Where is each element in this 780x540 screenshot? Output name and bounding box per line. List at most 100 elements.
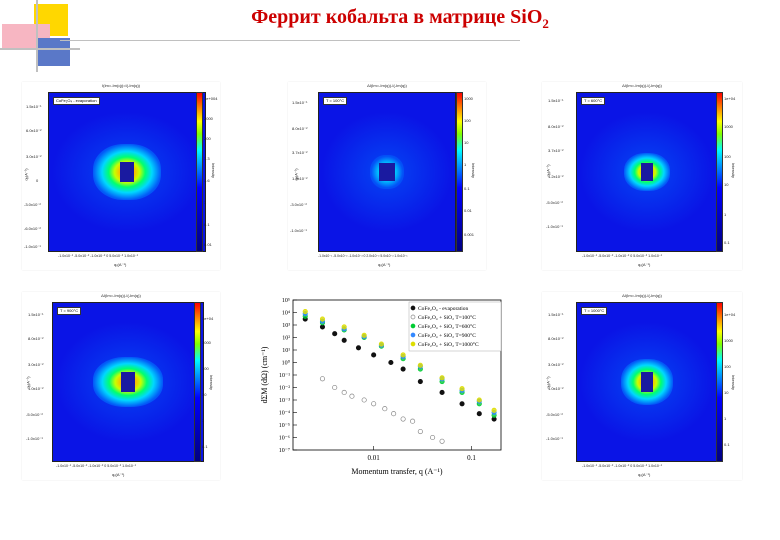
- data-point: [476, 397, 482, 403]
- colorbar-label: Intensity: [730, 375, 736, 390]
- ytick: 3.7x10⁻²: [548, 148, 564, 153]
- cbar-tick: 1e+04: [202, 316, 214, 321]
- ytick: 1.0x10⁻²: [548, 386, 564, 391]
- colorbar-label: Intensity: [208, 375, 214, 390]
- ytick: 3.0x10⁻²: [28, 362, 44, 367]
- ytick: -6.0x10⁻²: [24, 226, 41, 231]
- x-axis-title: Momentum transfer, q (A⁻¹): [351, 467, 443, 476]
- cbar-tick: 10: [202, 392, 207, 397]
- data-point: [319, 316, 326, 322]
- panel-header: ΔI(Im=-Im(q))-I(-Im(q)): [101, 293, 141, 298]
- sans-map-panel-1000c: ΔI(Im=-Im(q))-I(-Im(q)) T = 1000°C 1.5x1…: [542, 292, 742, 480]
- cbar-tick: 100: [724, 154, 731, 159]
- x-tick-label: 0.01: [368, 454, 381, 462]
- cbar-tick: 1: [202, 418, 205, 423]
- y-tick-label: 10⁻⁴: [279, 411, 290, 417]
- cbar-tick: 1: [724, 416, 727, 421]
- y-tick-label: 10⁻⁷: [279, 448, 290, 454]
- beamstop: [121, 372, 135, 392]
- sans-intensity-map: T = 600°C: [576, 92, 718, 252]
- sample-label: CoFe₂O₄ - evaporation: [53, 97, 100, 105]
- legend-box: [408, 301, 502, 352]
- legend-label: CoFe₂O₄ + SiO₂ T=100°C: [418, 314, 476, 321]
- cbar-tick: 100: [724, 364, 731, 369]
- y-tick-label: 10⁻¹: [279, 373, 290, 379]
- cbar-tick: 1000: [724, 124, 733, 129]
- y-axis-label: qᵧ(A⁻¹): [25, 376, 31, 389]
- x-axis-label: qₓ(A⁻¹): [114, 262, 127, 267]
- ytick: -1.0x10⁻¹: [546, 436, 563, 441]
- y-tick-label: 10⁻⁵: [279, 423, 290, 429]
- cbar-tick: 1.3: [204, 156, 210, 161]
- ytick: -1.0x10⁻¹: [546, 224, 563, 229]
- data-point: [459, 386, 465, 392]
- colorbar-label: Intensity: [470, 163, 476, 178]
- panel-header: I(Im=-Im(q))=I(-Im(q)): [102, 83, 140, 88]
- data-point: [410, 418, 416, 424]
- ytick: -3.0x10⁻²: [24, 202, 41, 207]
- cbar-tick: 1e+004: [204, 96, 218, 101]
- y-tick-label: 10⁰: [282, 360, 291, 367]
- cbar-tick: 10: [724, 182, 729, 187]
- ytick: 3.7x10⁻²: [292, 150, 308, 155]
- data-point: [417, 428, 423, 435]
- y-axis-label: qᵧ(A⁻¹): [293, 168, 299, 181]
- beamstop: [379, 163, 395, 181]
- cbar-tick: 0.1: [724, 442, 730, 447]
- data-point: [439, 375, 445, 381]
- x-axis-label: qₓ(A⁻¹): [378, 262, 391, 267]
- cbar-tick: 0.1: [464, 186, 470, 191]
- sans-map-panel-600c: ΔI(Im=-Im(q))-I(-Im(q)) T = 600°C 1.5x10…: [542, 82, 742, 270]
- data-point: [417, 378, 423, 385]
- data-point: [332, 384, 338, 391]
- ytick: 1.0x10⁻²: [28, 386, 44, 391]
- data-point: [371, 401, 377, 407]
- ytick: 8.0x10⁻²: [292, 126, 308, 131]
- x-axis-label: qₓ(A⁻¹): [638, 472, 651, 477]
- sample-label: T = 1000°C: [581, 307, 608, 315]
- cbar-tick: 1000: [202, 340, 211, 345]
- colorbar-label: Intensity: [730, 163, 736, 178]
- legend-label: CoFe₂O₄ + SiO₂ T=600°C: [418, 323, 476, 330]
- data-point: [341, 324, 347, 330]
- legend-marker: [410, 305, 416, 311]
- ytick: 0: [36, 178, 39, 183]
- data-point: [382, 406, 388, 412]
- cbar-tick: 1: [204, 200, 207, 205]
- ytick: 1.5x10⁻¹: [26, 104, 42, 109]
- ytick: 1.2x10⁻²: [548, 174, 564, 179]
- legend-marker: [410, 314, 416, 320]
- sans-intensity-map: CoFe₂O₄ - evaporation: [48, 92, 206, 252]
- cbar-tick: 1: [724, 212, 727, 217]
- cbar-tick: 1: [464, 162, 467, 167]
- ytick: 1.5x10⁻¹: [548, 98, 564, 103]
- y-tick-label: 10⁻²: [279, 386, 290, 392]
- data-point: [430, 434, 436, 441]
- sans-map-panel-100c: ΔI(Im=-Im(q))-I(-Im(q)) T = 100°C 1.5x10…: [288, 82, 486, 270]
- ytick: -1.0x10⁻¹: [24, 244, 41, 249]
- beamstop: [120, 162, 134, 182]
- data-point: [476, 411, 482, 417]
- sans-cross-section-plot: 10⁵ 10⁴ 10³ 10² 10¹ 10⁰ 10⁻¹ 10⁻² 10⁻³ 10⁻⁴ 10⁻⁵ 10…: [255, 292, 515, 487]
- ytick: 6.0x10⁻²: [26, 128, 42, 133]
- x-tick-labels: -1.0x10⁻¹ -5.0x10⁻² -1.0x10⁻² 0 2.0x10⁻²…: [318, 254, 408, 258]
- data-point: [378, 341, 384, 347]
- ytick: -5.0x10⁻²: [546, 412, 563, 417]
- y-axis-title: dΣM (dΩ) (cm⁻¹): [260, 346, 269, 403]
- y-axis-label: qᵧ(A⁻¹): [23, 168, 29, 181]
- data-point: [371, 352, 377, 358]
- ytick: 3.0x10⁻²: [548, 362, 564, 367]
- data-point: [319, 324, 326, 330]
- sample-label: T = 100°C: [323, 97, 348, 105]
- sample-label: T = 900°C: [57, 307, 82, 315]
- title-underline: [60, 40, 520, 41]
- sans-intensity-map: T = 1000°C: [576, 302, 718, 462]
- colorbar: [194, 302, 201, 462]
- data-point: [400, 416, 406, 422]
- cbar-tick: 200: [204, 136, 211, 141]
- deco-square-blue: [38, 38, 70, 66]
- colorbar-label: Intensity: [210, 163, 216, 178]
- x-axis-label: qₓ(A⁻¹): [112, 472, 125, 477]
- data-point: [341, 337, 347, 343]
- sample-label: T = 600°C: [581, 97, 606, 105]
